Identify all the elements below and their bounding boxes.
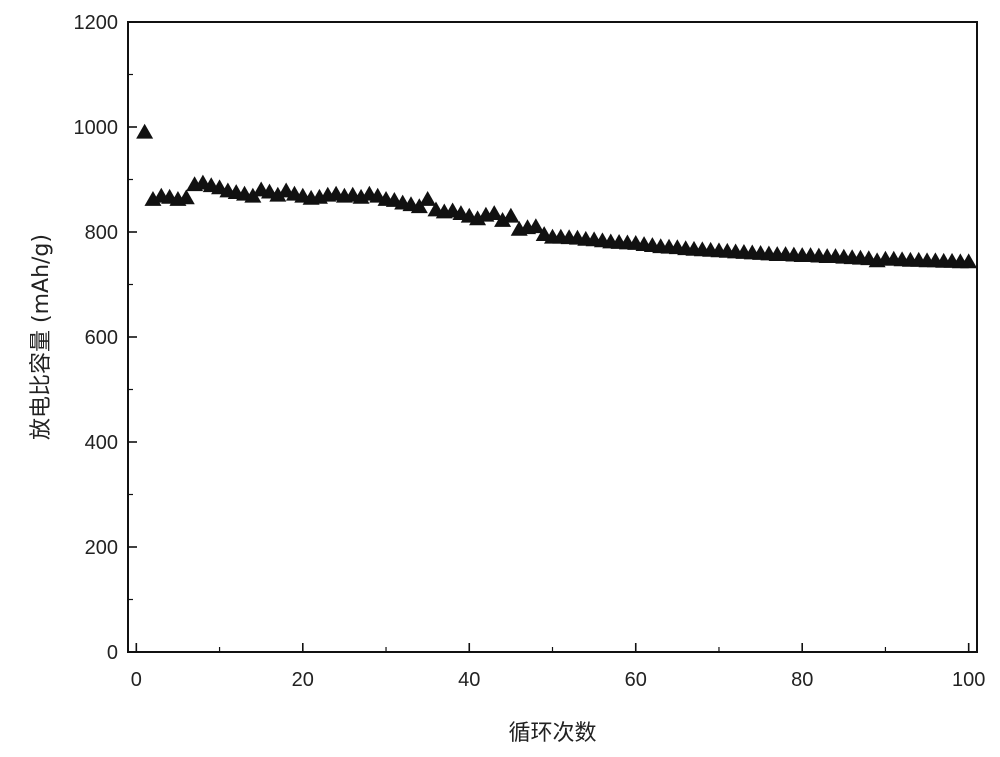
data-point xyxy=(527,218,545,234)
y-tick-label: 600 xyxy=(85,327,118,349)
plot-frame xyxy=(127,21,978,653)
data-point xyxy=(960,253,978,269)
x-tick-label: 60 xyxy=(625,669,647,691)
y-tick-label: 400 xyxy=(85,432,118,454)
x-tick-label: 100 xyxy=(952,669,985,691)
y-tick-label: 800 xyxy=(85,222,118,244)
data-point xyxy=(502,207,520,223)
y-tick-label: 1000 xyxy=(74,117,119,139)
x-tick-label: 80 xyxy=(791,669,813,691)
data-point xyxy=(494,211,512,227)
data-point xyxy=(269,186,287,202)
y-tick-label: 1200 xyxy=(74,12,119,34)
x-axis-title: 循环次数 xyxy=(508,721,596,746)
y-tick-label: 200 xyxy=(85,537,118,559)
x-axis: 0 20 40 60 80 100 xyxy=(131,643,985,691)
x-tick-label: 20 xyxy=(292,669,314,691)
data-series xyxy=(136,123,978,269)
y-tick-label: 0 xyxy=(107,642,118,664)
x-tick-label: 0 xyxy=(131,669,142,691)
data-point xyxy=(244,187,262,203)
x-tick-label: 40 xyxy=(458,669,480,691)
y-axis-title: 放电比容量 (mAh/g) xyxy=(29,234,54,440)
data-point xyxy=(485,205,503,220)
y-axis: 0 200 400 600 800 1000 1200 xyxy=(74,12,137,664)
plot-border xyxy=(127,21,978,653)
data-point xyxy=(177,189,195,205)
data-point xyxy=(419,190,437,206)
data-point xyxy=(136,123,154,139)
